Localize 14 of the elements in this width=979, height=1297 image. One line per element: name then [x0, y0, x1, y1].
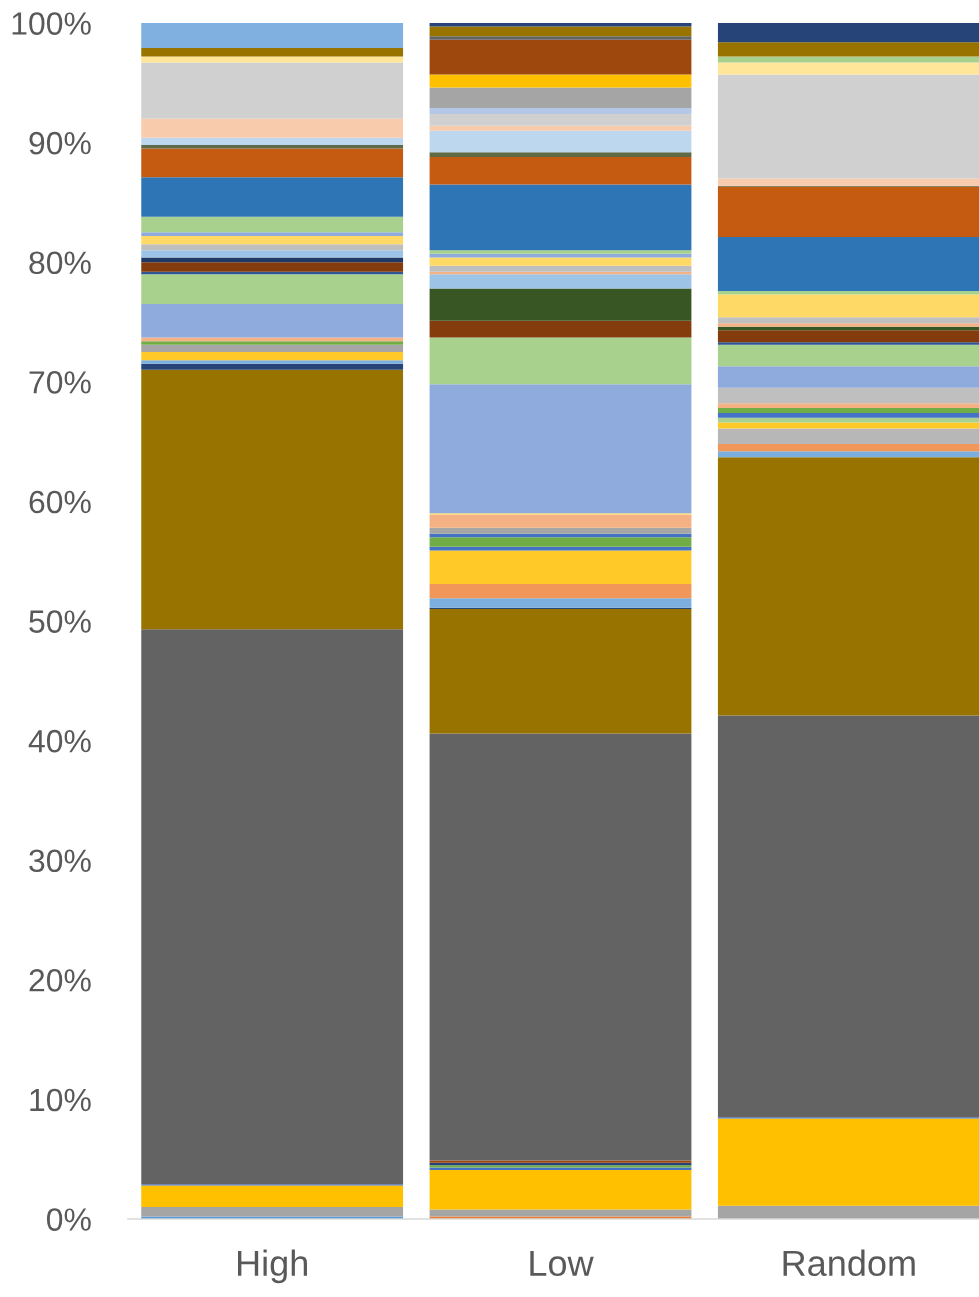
y-tick-label: 10%	[30, 1088, 91, 1112]
y-tick-label: 20%	[29, 969, 91, 992]
x-tick-label: Random	[783, 1249, 915, 1277]
y-tick-label: 40%	[28, 729, 91, 753]
y-tick-label: 60%	[29, 490, 91, 514]
y-tick-label: 0%	[46, 1208, 91, 1231]
y-tick-label: 80%	[29, 251, 91, 275]
y-tick-label: 50%	[29, 610, 91, 633]
x-tick-label: High	[238, 1249, 307, 1284]
x-tick-label: Low	[530, 1250, 594, 1277]
y-tick-label: 70%	[29, 371, 91, 394]
y-tick-label: 100%	[12, 12, 91, 35]
y-tick-label: 90%	[29, 131, 91, 155]
y-tick-label: 30%	[29, 849, 91, 873]
